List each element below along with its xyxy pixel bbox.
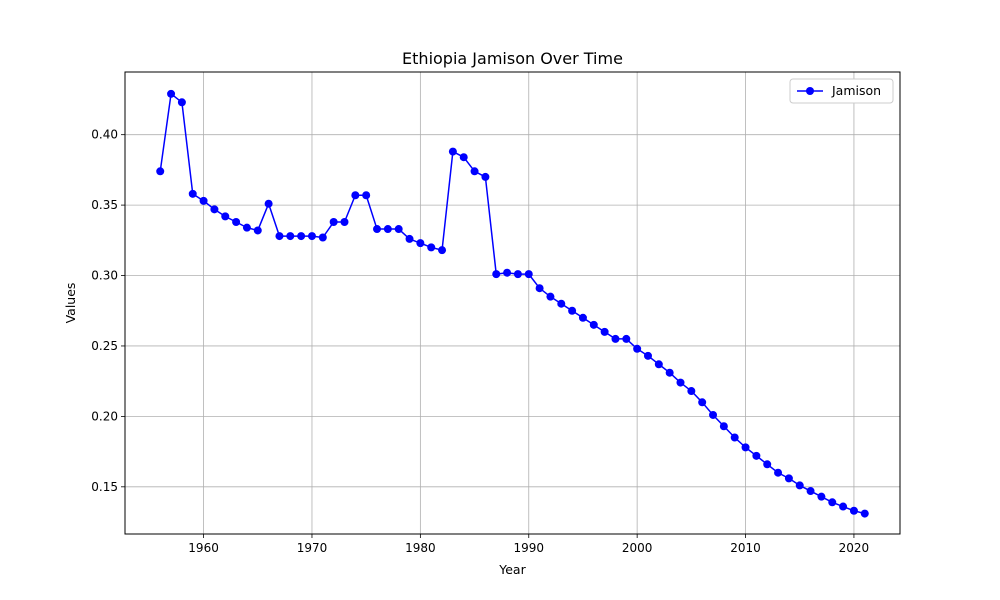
data-point [784, 474, 793, 483]
x-tick-label: 2000 [622, 541, 653, 555]
data-point [513, 270, 522, 279]
y-tick-label: 0.35 [91, 198, 118, 212]
data-point [730, 433, 739, 442]
grid-lines [125, 72, 900, 534]
data-point [373, 225, 382, 234]
y-axis-label: Values [63, 283, 78, 324]
data-point [405, 234, 414, 243]
data-point [611, 334, 620, 343]
data-point [578, 313, 587, 322]
data-point [806, 487, 815, 496]
data-point [687, 387, 696, 396]
x-tick-label: 1960 [188, 541, 219, 555]
data-point [860, 509, 869, 518]
data-point [622, 334, 631, 343]
data-point [297, 232, 306, 241]
data-point [253, 226, 262, 235]
data-point [795, 481, 804, 490]
data-point [546, 292, 555, 301]
data-point [210, 205, 219, 214]
data-point [199, 196, 208, 205]
y-tick-label: 0.20 [91, 409, 118, 423]
legend-box [789, 78, 894, 104]
data-point [492, 270, 501, 279]
data-point [481, 172, 490, 181]
data-point [156, 167, 165, 176]
data-point [752, 451, 761, 460]
data-point [828, 498, 837, 507]
data-point [351, 191, 360, 200]
series-layer [156, 89, 869, 518]
data-point [633, 344, 642, 353]
data-point [340, 218, 349, 227]
x-axis-label: Year [498, 562, 526, 577]
x-tick-label: 1970 [297, 541, 328, 555]
data-point [318, 233, 327, 242]
y-tick-label: 0.15 [91, 480, 118, 494]
data-point [600, 327, 609, 336]
data-point [416, 239, 425, 248]
legend-entry-jamison: Jamison [831, 83, 881, 98]
data-point [427, 243, 436, 252]
data-point [167, 89, 176, 98]
data-point [676, 378, 685, 387]
plot-frame [124, 71, 901, 535]
data-point [589, 320, 598, 329]
data-point [470, 167, 479, 176]
axis-ticks: 1960 1970 1980 1990 2000 2010 2020 0.15 0.20 0.25… [91, 128, 869, 555]
y-tick-label: 0.30 [91, 269, 118, 283]
data-point [643, 351, 652, 360]
data-point [524, 270, 533, 279]
data-point [438, 246, 447, 255]
data-point [362, 191, 371, 200]
x-tick-label: 1990 [513, 541, 544, 555]
y-tick-label: 0.40 [91, 128, 118, 142]
x-tick-label: 1980 [405, 541, 436, 555]
data-point [698, 398, 707, 407]
data-point [709, 410, 718, 419]
y-tick-label: 0.25 [91, 339, 118, 353]
data-point [307, 232, 316, 241]
data-point [741, 443, 750, 452]
data-point [849, 506, 858, 515]
data-point [774, 468, 783, 477]
data-point [232, 218, 241, 227]
x-tick-label: 2020 [839, 541, 870, 555]
data-point [557, 299, 566, 308]
data-point [568, 306, 577, 315]
legend: Jamison [789, 78, 894, 104]
data-point [329, 218, 338, 227]
data-point [665, 368, 674, 377]
chart-title: Ethiopia Jamison Over Time [402, 49, 623, 68]
data-point [221, 212, 230, 221]
data-point [719, 422, 728, 431]
data-point [459, 153, 468, 162]
data-point [286, 232, 295, 241]
data-point [275, 232, 284, 241]
data-point [264, 199, 273, 208]
data-point [535, 284, 544, 293]
data-point [242, 223, 251, 232]
data-point [448, 147, 457, 156]
data-point [177, 98, 186, 107]
data-point [383, 225, 392, 234]
data-point [763, 460, 772, 469]
x-tick-label: 2010 [730, 541, 761, 555]
data-point [817, 492, 826, 501]
data-point [188, 189, 197, 198]
legend-marker-swatch [806, 87, 814, 95]
data-point [654, 360, 663, 369]
data-point [503, 268, 512, 277]
data-point [839, 502, 848, 511]
data-point [394, 225, 403, 234]
